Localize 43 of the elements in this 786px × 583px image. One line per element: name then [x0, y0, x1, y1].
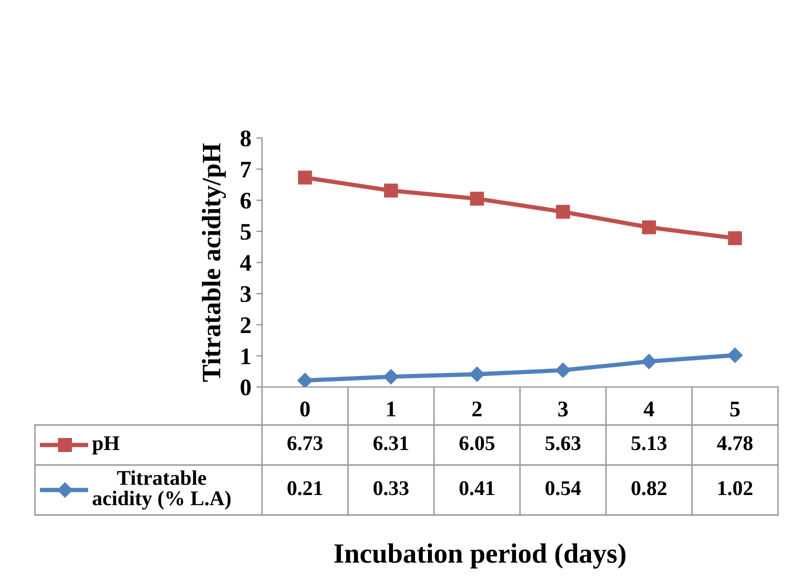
point: [470, 192, 484, 206]
point: [469, 366, 485, 382]
point: [297, 372, 313, 387]
point: [728, 231, 742, 246]
y-tick-label: 6: [240, 192, 251, 209]
legend-label: Titratable acidity (% L.A): [92, 470, 231, 510]
point: [642, 220, 656, 234]
data-label: 5.63: [546, 436, 581, 450]
y-tick-label: 1: [242, 348, 250, 364]
data-label: 0.41: [460, 481, 494, 496]
data-label: 5.13: [632, 436, 667, 450]
y-tick-label: 8: [240, 130, 251, 146]
x-tick-label: 1: [387, 402, 396, 416]
data-label: 6.73: [287, 436, 323, 450]
y-tick-label: 0: [240, 379, 251, 396]
y-axis-title: Titratable acidity/pH: [202, 143, 226, 382]
y-tick-label: 2: [240, 317, 251, 333]
y-tick-label: 4: [240, 255, 252, 271]
data-label: 0.21: [288, 481, 322, 496]
data-label: 0.82: [632, 481, 666, 496]
point: [727, 348, 743, 363]
x-tick-label: 3: [558, 402, 568, 417]
point: [383, 369, 399, 384]
y-tick-label: 7: [241, 162, 252, 178]
point: [641, 354, 657, 370]
point: [555, 362, 571, 378]
x-tick-label: 4: [644, 402, 654, 416]
data-label: 1.02: [718, 481, 752, 496]
legend-label: pH: [92, 436, 120, 454]
data-label: 6.05: [459, 436, 494, 450]
data-label: 0.33: [374, 481, 409, 496]
x-tick-label: 5: [730, 402, 740, 417]
point: [384, 184, 398, 198]
x-tick-label: 0: [300, 402, 310, 417]
data-label: 0.54: [546, 481, 581, 496]
point: [298, 170, 312, 184]
data-label: 6.31: [373, 436, 408, 450]
y-tick-label: 5: [240, 224, 251, 240]
x-axis-title: Incubation period (days): [334, 543, 626, 569]
data-label: 4.78: [717, 436, 753, 450]
point: [556, 204, 570, 219]
y-tick-label: 3: [240, 286, 251, 302]
x-tick-label: 2: [472, 402, 482, 416]
